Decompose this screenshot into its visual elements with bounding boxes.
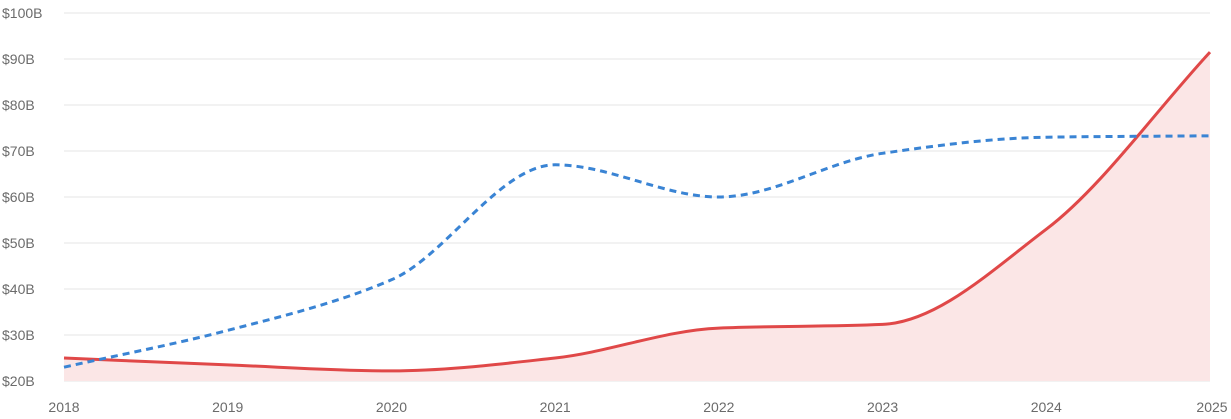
x-tick-label: 2023 — [867, 399, 898, 415]
x-tick-label: 2018 — [48, 399, 79, 415]
y-tick-label: $90B — [2, 51, 35, 67]
y-tick-label: $60B — [2, 189, 35, 205]
area-fill-layer — [64, 52, 1210, 381]
y-axis: $20B $30B $40B $50B $60B $70B $80B $90B $100B — [2, 5, 42, 389]
x-tick-label: 2024 — [1031, 399, 1062, 415]
y-tick-label: $70B — [2, 143, 35, 159]
x-axis: 2018 2019 2020 2021 2022 2023 2024 2025 — [48, 399, 1227, 415]
series-area-fill — [64, 52, 1210, 381]
y-tick-label: $80B — [2, 97, 35, 113]
x-tick-label: 2021 — [540, 399, 571, 415]
y-tick-label: $40B — [2, 281, 35, 297]
y-tick-label: $30B — [2, 327, 35, 343]
x-tick-label: 2025 — [1196, 399, 1227, 415]
x-tick-label: 2022 — [703, 399, 734, 415]
x-tick-label: 2020 — [376, 399, 407, 415]
y-tick-label: $20B — [2, 373, 35, 389]
y-tick-label: $100B — [2, 5, 42, 21]
y-tick-label: $50B — [2, 235, 35, 251]
x-tick-label: 2019 — [212, 399, 243, 415]
